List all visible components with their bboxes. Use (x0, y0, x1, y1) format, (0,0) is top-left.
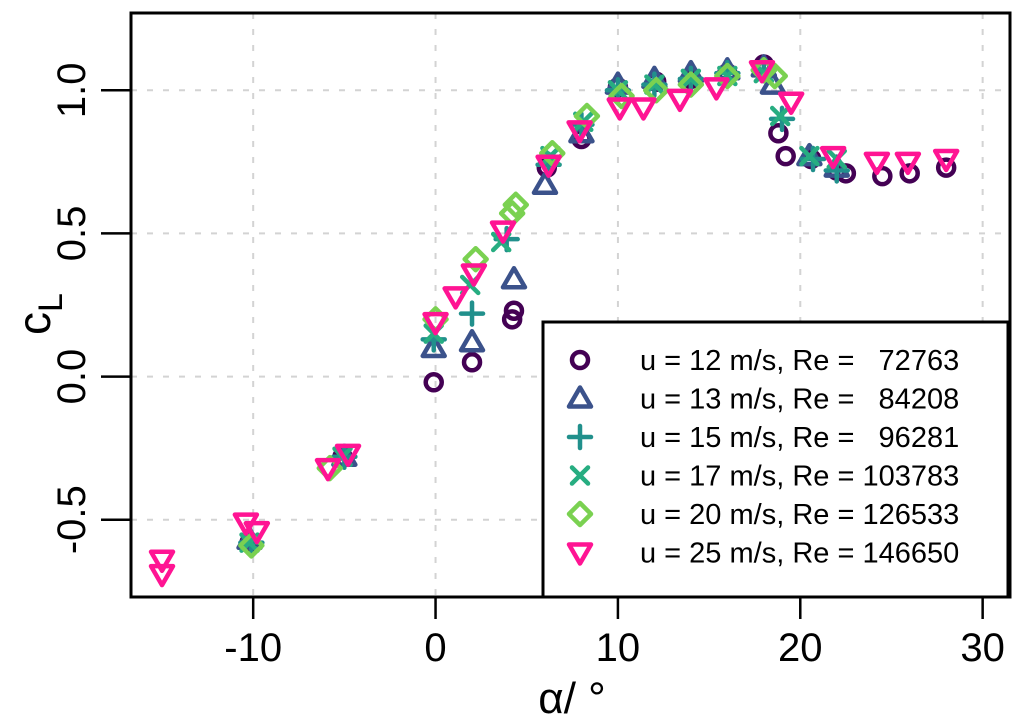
data-point (703, 77, 730, 101)
data-point (423, 372, 444, 393)
data-point (458, 328, 486, 353)
legend-marker-icon (566, 423, 594, 451)
y-axis-title-main: c (8, 312, 60, 335)
series-5 (148, 60, 960, 588)
legend-marker-icon (569, 349, 591, 371)
x-tick-label: 10 (596, 626, 641, 670)
legend-label: u = 15 m/s, Re = 96281 (640, 422, 959, 454)
data-point (644, 74, 665, 95)
legend-label: u = 13 m/s, Re = 84208 (640, 384, 959, 416)
data-point (314, 457, 342, 482)
data-point (148, 563, 176, 588)
legend: u = 12 m/s, Re = 72763 u = 13 m/s, Re = 8… (541, 320, 1010, 599)
legend-label: u = 17 m/s, Re = 103783 (640, 461, 959, 493)
data-point (608, 82, 635, 110)
legend-box (541, 320, 1010, 599)
data-point (489, 220, 517, 244)
y-tick-label: 1.0 (50, 62, 94, 118)
data-point (539, 140, 566, 167)
x-axis-title: α/ ° (538, 674, 605, 723)
data-point (503, 300, 525, 321)
legend-marker-icon (569, 465, 591, 486)
data-point (666, 88, 694, 113)
data-point (680, 68, 702, 90)
legend-item: u = 20 m/s, Re = 126533 (566, 499, 959, 531)
legend-item: u = 25 m/s, Re = 146650 (566, 538, 959, 570)
data-point (935, 157, 957, 178)
legend-label: u = 20 m/s, Re = 126533 (640, 499, 959, 531)
data-point (932, 148, 960, 173)
data-point (894, 151, 922, 176)
legend-label: u = 12 m/s, Re = 72763 (640, 345, 959, 377)
legend-label: u = 25 m/s, Re = 146650 (640, 538, 959, 570)
x-axis: -10 0 10 20 30 (224, 597, 1005, 670)
y-tick-label: 0.0 (50, 349, 94, 405)
data-point (501, 309, 523, 330)
data-point (531, 171, 559, 196)
data-point (334, 443, 362, 468)
y-axis-title: cL (8, 293, 70, 335)
data-point (606, 97, 633, 121)
y-tick-label: -0.5 (50, 485, 94, 554)
data-point (461, 352, 483, 373)
data-point (748, 60, 776, 84)
data-point (442, 286, 469, 310)
legend-item: u = 12 m/s, Re = 72763 (569, 345, 959, 377)
data-point (799, 145, 820, 167)
data-point (819, 145, 847, 170)
data-point (148, 549, 176, 574)
data-point (863, 151, 891, 176)
data-point (677, 71, 705, 98)
grid (131, 13, 1010, 597)
data-point (460, 263, 488, 287)
y-axis-title-subscript: L (32, 293, 70, 312)
x-tick-label: 20 (778, 626, 823, 670)
legend-marker-icon (566, 385, 594, 409)
data-point (775, 145, 796, 167)
legend-item: u = 13 m/s, Re = 84208 (566, 384, 959, 416)
data-point (777, 91, 805, 115)
data-point (458, 300, 486, 327)
y-tick-label: 0.5 (50, 206, 94, 262)
data-point (642, 77, 670, 104)
data-points (148, 54, 960, 588)
data-point (243, 520, 271, 545)
legend-marker-icon (566, 500, 594, 528)
data-point (630, 97, 657, 121)
data-point (872, 165, 893, 187)
x-tick-label: 30 (960, 626, 1005, 670)
data-point (566, 120, 593, 144)
data-point (420, 334, 447, 359)
y-axis: -0.5 0.0 0.5 1.0 (50, 62, 131, 554)
data-point (500, 265, 528, 290)
legend-item: u = 15 m/s, Re = 96281 (566, 422, 959, 454)
data-point (502, 191, 530, 219)
data-point (769, 105, 791, 127)
x-tick-label: 0 (424, 626, 446, 670)
data-point (768, 122, 789, 144)
legend-item: u = 17 m/s, Re = 103783 (569, 461, 959, 493)
data-point (535, 154, 562, 178)
data-point (422, 311, 449, 336)
x-tick-label: -10 (224, 626, 282, 670)
data-point (714, 62, 741, 90)
svg-text:cL: cL (8, 293, 70, 335)
data-point (462, 245, 489, 273)
legend-marker-icon (566, 542, 594, 566)
